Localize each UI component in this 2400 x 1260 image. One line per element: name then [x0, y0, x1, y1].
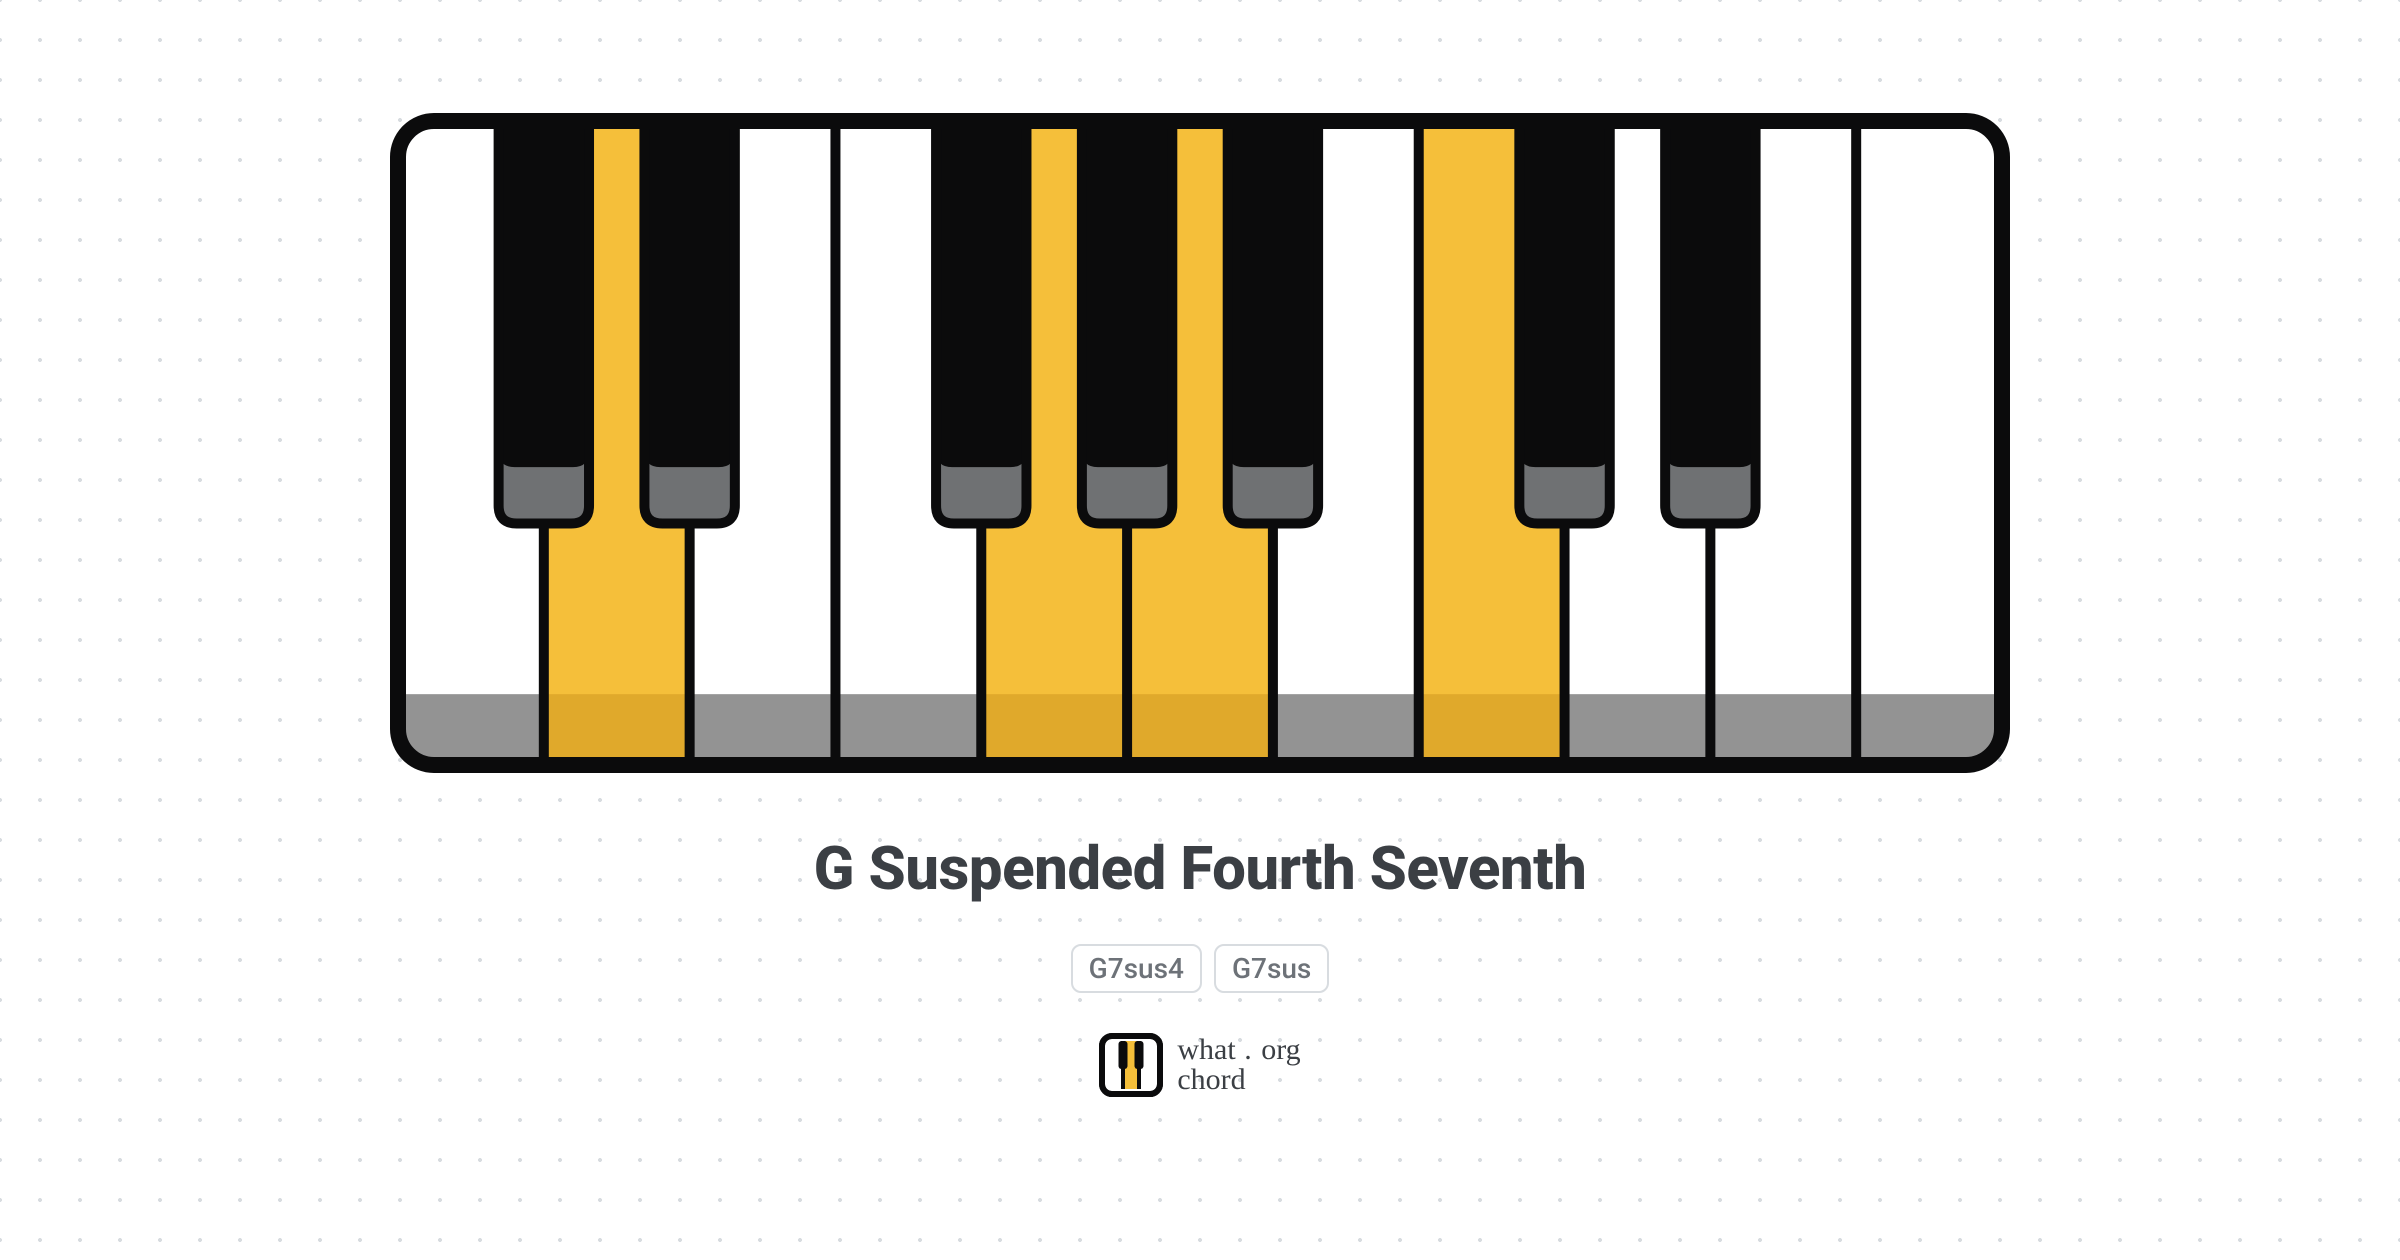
site-logo: what . org chord [1099, 1033, 1300, 1097]
chord-title: G Suspended Fourth Seventh [814, 833, 1587, 904]
chord-aliases: G7sus4 G7sus [1071, 944, 1330, 993]
piano-keyboard [390, 113, 2010, 773]
keyboard-svg [390, 113, 2010, 773]
logo-text: what . org chord [1177, 1035, 1300, 1095]
alias-pill: G7sus [1214, 944, 1329, 993]
piano-logo-icon [1099, 1033, 1163, 1097]
alias-pill: G7sus4 [1071, 944, 1202, 993]
